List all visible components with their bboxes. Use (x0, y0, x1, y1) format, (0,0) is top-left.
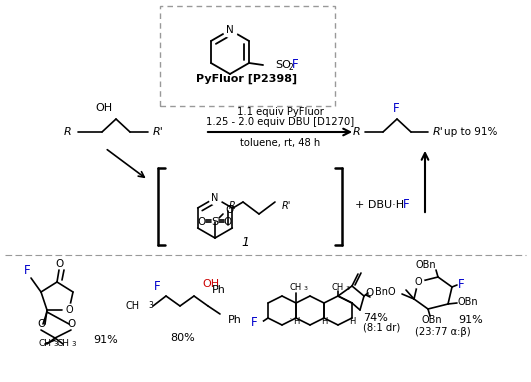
Text: (23:77 α:β): (23:77 α:β) (415, 327, 471, 337)
Text: O: O (55, 259, 63, 269)
Text: (8:1 dr): (8:1 dr) (363, 323, 400, 333)
Text: CH: CH (39, 340, 52, 348)
Text: O: O (67, 319, 75, 329)
Text: OBn: OBn (416, 260, 436, 270)
Text: H: H (321, 317, 327, 325)
Text: 3: 3 (148, 301, 153, 311)
Text: SO: SO (275, 60, 291, 70)
Text: OH: OH (95, 103, 112, 113)
Text: F: F (393, 102, 399, 115)
Text: F: F (251, 317, 258, 330)
Text: O: O (37, 319, 45, 329)
Text: S: S (211, 217, 219, 227)
Text: R: R (63, 127, 71, 137)
Text: 74%: 74% (363, 313, 388, 323)
Text: R': R' (153, 127, 164, 137)
Text: H: H (349, 317, 355, 325)
Text: CH: CH (332, 283, 344, 293)
Text: 3: 3 (346, 285, 350, 290)
Text: O: O (65, 305, 73, 315)
Text: O: O (198, 217, 206, 227)
Text: CH: CH (126, 301, 140, 311)
Text: 2: 2 (288, 63, 293, 73)
Text: R: R (352, 127, 360, 137)
Text: F: F (403, 199, 409, 212)
Text: F: F (153, 280, 160, 293)
Text: 80%: 80% (170, 333, 195, 343)
Text: O: O (224, 217, 232, 227)
Text: F: F (458, 277, 465, 290)
Text: 3: 3 (53, 341, 57, 347)
Text: R': R' (433, 127, 444, 137)
Text: CH: CH (56, 340, 70, 348)
Text: O: O (366, 288, 374, 298)
Text: F: F (24, 264, 30, 277)
Text: O: O (225, 205, 233, 215)
Text: 91%: 91% (458, 315, 483, 325)
Text: 1.1 equiv PyFluor: 1.1 equiv PyFluor (237, 107, 323, 117)
Text: 1: 1 (241, 235, 249, 249)
Text: + DBU·H: + DBU·H (355, 200, 404, 210)
Text: PyFluor [P2398]: PyFluor [P2398] (196, 74, 297, 84)
Text: up to 91%: up to 91% (444, 127, 498, 137)
Text: F: F (292, 58, 298, 71)
Text: CH: CH (290, 283, 302, 293)
Text: R: R (228, 201, 235, 211)
Text: 91%: 91% (93, 335, 118, 345)
Bar (160, 6, 335, 106)
Text: OH: OH (202, 279, 219, 289)
Text: N: N (226, 25, 234, 35)
Text: OBn: OBn (458, 297, 478, 307)
Text: 3: 3 (71, 341, 75, 347)
Text: R': R' (282, 201, 292, 211)
Text: 3: 3 (304, 285, 308, 290)
Text: O: O (414, 277, 422, 287)
Text: N: N (211, 193, 219, 203)
Text: BnO: BnO (375, 287, 396, 297)
Text: OBn: OBn (422, 315, 442, 325)
Text: toluene, rt, 48 h: toluene, rt, 48 h (240, 138, 320, 148)
Text: H: H (293, 317, 299, 325)
Text: Ph: Ph (212, 285, 226, 295)
Text: Ph: Ph (228, 315, 242, 325)
Text: 1.25 - 2.0 equiv DBU [D1270]: 1.25 - 2.0 equiv DBU [D1270] (206, 117, 354, 127)
